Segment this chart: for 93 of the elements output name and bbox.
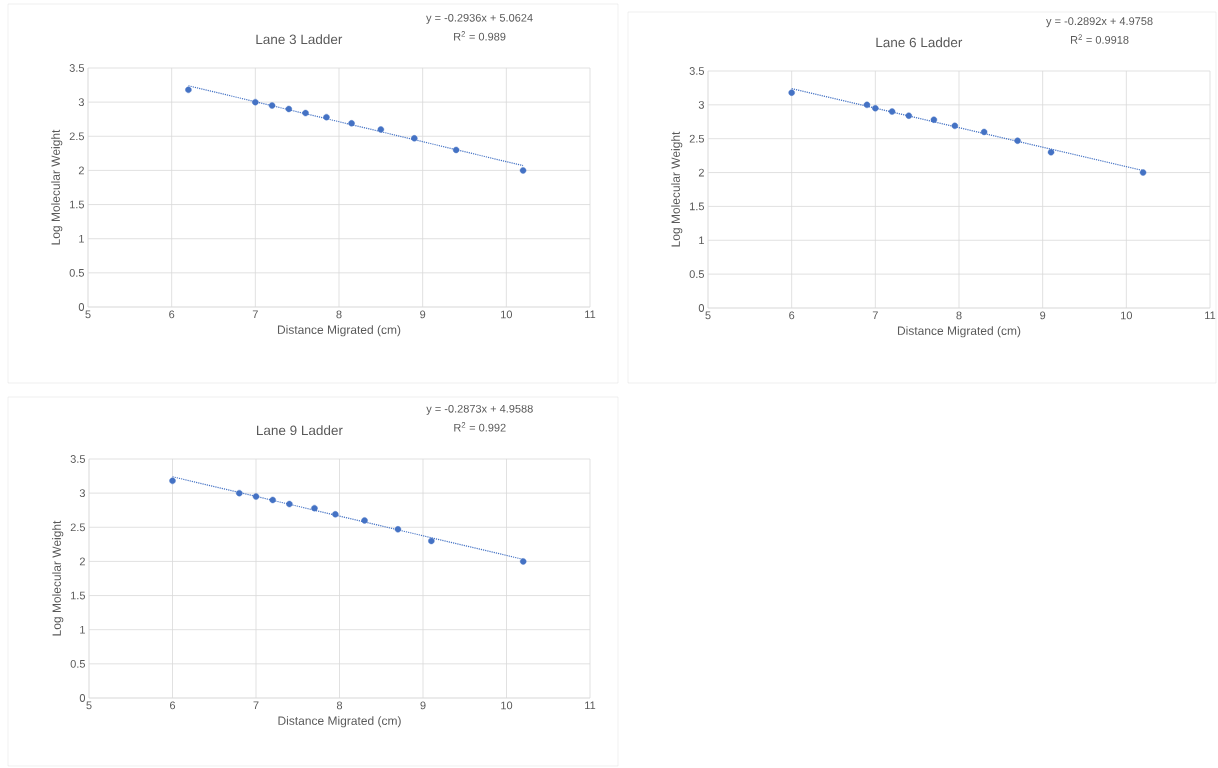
point	[452, 146, 460, 154]
x-tick-label: 9	[420, 701, 426, 710]
point	[411, 135, 418, 142]
x-tick-label: 10	[501, 701, 513, 710]
y-axis-title: Log Molecular Weight	[52, 520, 64, 636]
x-axis-title: Distance Migrated (cm)	[278, 716, 401, 728]
x-tick-label: 6	[170, 701, 176, 710]
y-tick-label: 3	[78, 98, 84, 107]
x-tick-label: 6	[789, 311, 795, 320]
text: R$^{2}$ = 0.992	[454, 422, 506, 432]
y-tick-label: 1.5	[71, 591, 86, 600]
point	[302, 109, 309, 117]
y-tick-label: 2.5	[70, 523, 86, 532]
y-tick-label: 2.5	[69, 132, 85, 141]
point	[888, 108, 896, 115]
point	[323, 113, 330, 121]
x-tick-label: 5	[85, 310, 91, 319]
point	[252, 98, 259, 106]
point	[185, 86, 192, 94]
point	[394, 526, 402, 533]
point	[519, 167, 527, 174]
point	[863, 101, 871, 109]
point	[332, 511, 339, 518]
point	[252, 493, 260, 500]
point	[951, 122, 959, 130]
x-tick-label: 7	[252, 310, 258, 319]
point	[428, 537, 435, 545]
y-tick-label: 0	[79, 694, 86, 702]
x-tick-label: 6	[169, 310, 175, 319]
point	[1139, 169, 1147, 176]
y-tick-label: 2	[79, 557, 85, 566]
point	[311, 504, 318, 512]
point	[872, 105, 879, 112]
x-tick-label: 8	[336, 310, 342, 319]
x-tick-label: 5	[705, 311, 711, 320]
x-tick-label: 8	[956, 311, 962, 320]
point	[1014, 137, 1021, 144]
x-tick-label: 9	[420, 310, 426, 319]
y-tick-label: 1	[79, 234, 84, 243]
point	[788, 89, 795, 96]
x-tick-label: 10	[1121, 311, 1133, 320]
y-tick-label: 3	[698, 100, 704, 109]
point	[377, 126, 385, 133]
text: y = -0.2892x + 4.9758	[1046, 17, 1153, 28]
x-tick-label: 11	[585, 701, 596, 710]
point	[520, 558, 527, 565]
text: y = -0.2873x + 4.9588	[426, 404, 533, 415]
y-tick-label: 1.5	[690, 202, 704, 211]
y-tick-label: 1	[699, 236, 704, 245]
x-tick-label: 8	[336, 701, 343, 710]
y-axis-title: Log Molecular Weight	[51, 129, 63, 245]
y-tick-label: 3	[79, 489, 85, 498]
x-axis-title: Distance Migrated (cm)	[897, 326, 1021, 338]
y-tick-label: 1	[80, 625, 85, 634]
x-tick-label: 11	[1205, 311, 1216, 320]
y-tick-label: 0	[698, 304, 705, 312]
y-tick-label: 0.5	[69, 268, 85, 277]
point	[286, 500, 293, 508]
point	[348, 120, 355, 127]
point	[905, 112, 912, 119]
y-tick-label: 1.5	[70, 200, 85, 209]
point	[268, 102, 276, 109]
point	[980, 128, 988, 136]
y-tick-label: 2	[698, 168, 704, 177]
text: R$^{2}$ = 0.989	[454, 31, 506, 41]
y-axis-title: Log Molecular Weight	[671, 131, 683, 247]
point	[361, 517, 368, 524]
y-tick-label: 3.5	[69, 64, 85, 72]
chart-title: Lane 6 Ladder	[876, 37, 963, 48]
point	[930, 116, 938, 123]
y-tick-label: 0.5	[70, 659, 86, 668]
x-tick-label: 5	[86, 701, 92, 710]
x-tick-label: 7	[872, 311, 878, 320]
text: R$^{2}$ = 0.9918	[1071, 34, 1129, 44]
point	[236, 489, 243, 497]
point	[169, 477, 176, 485]
chart-title: Lane 9 Ladder	[257, 425, 343, 436]
y-tick-label: 3.5	[689, 67, 704, 75]
y-tick-label: 0	[78, 303, 85, 311]
y-tick-label: 3.5	[70, 455, 86, 463]
point	[285, 105, 293, 113]
text: y = -0.2936x + 5.0624	[426, 13, 533, 24]
point	[1047, 149, 1055, 156]
chart-title: Lane 3 Ladder	[256, 34, 343, 45]
x-tick-label: 11	[585, 310, 596, 319]
y-tick-label: 0.5	[689, 270, 704, 279]
x-axis-title: Distance Migrated (cm)	[277, 325, 401, 337]
x-tick-label: 7	[253, 701, 259, 710]
x-tick-label: 10	[501, 310, 513, 319]
x-tick-label: 9	[1040, 311, 1046, 320]
y-tick-label: 2.5	[689, 134, 704, 143]
point	[269, 496, 276, 504]
y-tick-label: 2	[78, 166, 84, 175]
